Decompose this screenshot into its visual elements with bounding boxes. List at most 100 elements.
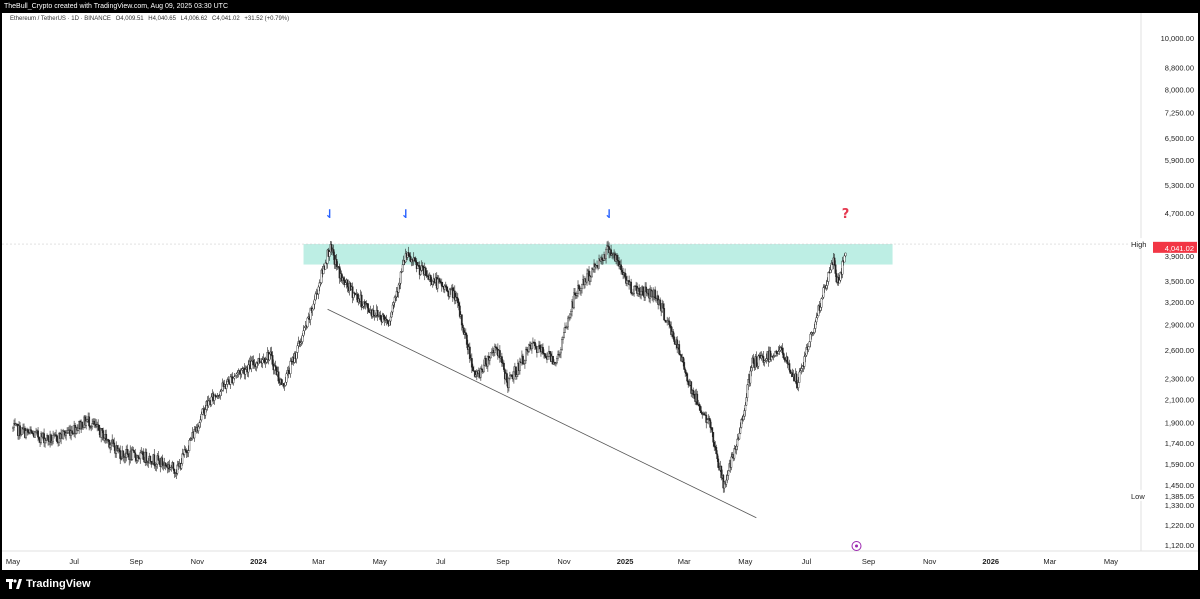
candle-body xyxy=(464,332,467,336)
candle xyxy=(444,281,447,288)
candle-body xyxy=(654,289,657,299)
candle-body xyxy=(85,420,88,426)
candle-body xyxy=(395,290,398,298)
candle-body xyxy=(559,352,561,355)
candle-body xyxy=(826,281,829,286)
candle xyxy=(367,303,370,313)
tradingview-logo[interactable]: TradingView xyxy=(6,578,91,590)
price-chart[interactable]: 10,000.00 8,800.00 8,000.00 7,250.00 6,500.0… xyxy=(2,13,1198,570)
candle-body xyxy=(714,445,717,448)
candle xyxy=(662,300,665,310)
candle-body xyxy=(669,324,672,327)
candle-body xyxy=(344,282,347,285)
candle-body xyxy=(598,258,600,269)
candle xyxy=(90,424,93,432)
candle xyxy=(448,287,451,299)
candle-body xyxy=(27,429,29,433)
candle xyxy=(301,333,304,345)
candle xyxy=(714,441,717,451)
candle xyxy=(398,277,401,290)
candle xyxy=(752,353,755,364)
candle-body xyxy=(13,423,15,428)
candle-body xyxy=(400,271,403,273)
candle xyxy=(642,286,645,297)
candle xyxy=(193,425,196,442)
candle-body xyxy=(382,314,385,318)
candle-body xyxy=(250,360,253,369)
candle xyxy=(621,266,623,276)
candle-body xyxy=(461,324,464,329)
candle-body xyxy=(682,357,685,363)
candle xyxy=(505,369,508,387)
candle xyxy=(313,295,316,310)
candle-body xyxy=(455,296,458,299)
candle-body xyxy=(683,362,686,370)
candle xyxy=(555,362,557,367)
candle xyxy=(168,459,171,473)
candle-body xyxy=(402,260,405,265)
candle xyxy=(389,312,392,326)
candle xyxy=(346,279,349,293)
candle xyxy=(569,313,571,321)
candle xyxy=(744,402,747,417)
candle xyxy=(67,426,70,434)
candle-body xyxy=(690,381,693,394)
candle-body xyxy=(232,378,235,384)
candle-body xyxy=(71,430,74,434)
candle xyxy=(458,301,461,319)
candle xyxy=(199,415,202,428)
candle-body xyxy=(35,431,37,433)
candle xyxy=(446,286,449,297)
candle-body xyxy=(706,419,709,423)
candle-body xyxy=(722,474,725,489)
candle xyxy=(429,274,432,287)
candle-body xyxy=(534,342,536,347)
candle-body xyxy=(268,353,271,361)
candle-body xyxy=(574,292,576,296)
candle xyxy=(815,312,818,326)
candle xyxy=(715,444,718,455)
candle xyxy=(395,286,398,302)
candle-body xyxy=(100,428,103,438)
candle-body xyxy=(189,439,192,441)
candle-body xyxy=(236,372,239,375)
candle-body xyxy=(187,450,190,453)
candle xyxy=(382,312,385,320)
candle-body xyxy=(235,373,238,376)
candle xyxy=(363,299,366,309)
candle xyxy=(102,427,105,441)
candle-body xyxy=(454,296,457,301)
candle xyxy=(706,418,709,424)
candle xyxy=(188,437,191,452)
candle xyxy=(27,428,29,436)
y-tick-label: 1,120.00 xyxy=(1165,541,1194,550)
candle xyxy=(712,432,715,448)
candle xyxy=(471,363,474,372)
candle-body xyxy=(185,450,188,453)
candle-body xyxy=(338,266,341,279)
candle-body xyxy=(198,422,201,428)
candle-body xyxy=(210,396,213,405)
candle-body xyxy=(494,346,497,348)
candle-body xyxy=(620,264,622,271)
x-tick-label: May xyxy=(1104,557,1118,566)
candle xyxy=(474,370,477,378)
candle xyxy=(780,345,783,351)
candle xyxy=(299,338,302,348)
chart-area[interactable]: 10,000.00 8,800.00 8,000.00 7,250.00 6,500.0… xyxy=(2,13,1198,570)
event-icon xyxy=(851,541,862,551)
candle-body xyxy=(343,280,346,285)
candle xyxy=(436,274,439,293)
candle-body xyxy=(760,355,763,359)
candle xyxy=(229,374,232,389)
candle xyxy=(670,321,673,337)
candle-body xyxy=(645,286,648,293)
candle-body xyxy=(101,428,104,431)
candle xyxy=(498,345,501,363)
candle xyxy=(50,433,52,446)
candle xyxy=(112,439,115,444)
candle xyxy=(640,286,643,300)
candle-body xyxy=(275,366,278,375)
candle xyxy=(31,430,33,434)
candle-body xyxy=(788,363,791,371)
